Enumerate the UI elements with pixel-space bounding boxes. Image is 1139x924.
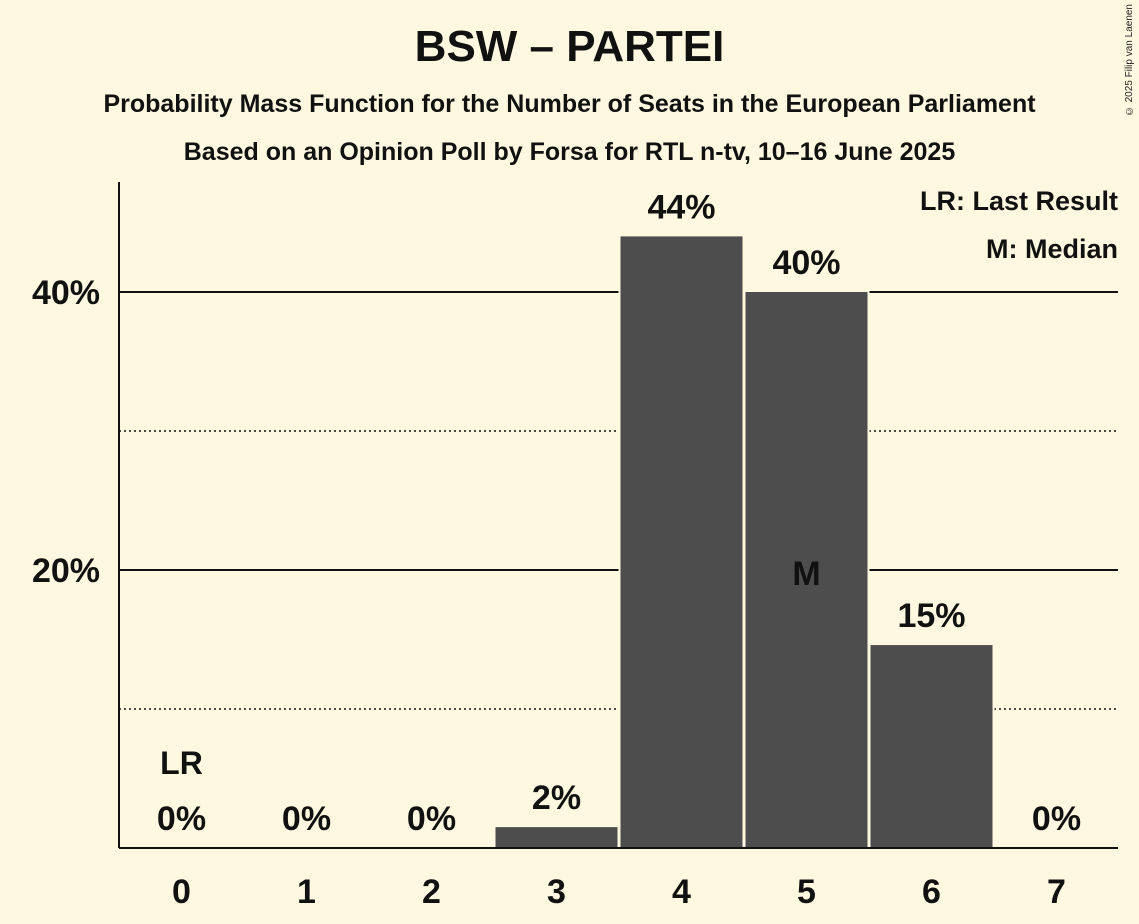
- x-tick-label: 4: [672, 873, 691, 911]
- data-label: 0%: [282, 800, 331, 838]
- data-label: 0%: [157, 800, 206, 838]
- chart-subtitle: Probability Mass Function for the Number…: [103, 90, 1036, 118]
- x-tick-label: 5: [797, 873, 816, 911]
- data-label: 15%: [897, 597, 965, 635]
- last-result-marker: LR: [160, 745, 203, 781]
- bar: [495, 827, 618, 848]
- bar: [870, 645, 993, 848]
- bar: [745, 292, 868, 848]
- legend-last-result: LR: Last Result: [920, 186, 1118, 216]
- legend-median: M: Median: [986, 234, 1118, 264]
- x-tick-label: 0: [172, 873, 191, 911]
- chart-source-line: Based on an Opinion Poll by Forsa for RT…: [183, 138, 956, 166]
- data-label: 44%: [647, 188, 715, 226]
- chart-title: BSW – PARTEI: [414, 22, 725, 71]
- x-tick-label: 3: [547, 873, 566, 911]
- x-tick-label: 7: [1047, 873, 1066, 911]
- x-tick-label: 2: [422, 873, 441, 911]
- y-tick-label: 40%: [32, 274, 100, 312]
- data-label: 40%: [772, 244, 840, 282]
- y-tick-label: 20%: [32, 552, 100, 590]
- data-label: 0%: [1032, 800, 1081, 838]
- data-label: 2%: [532, 779, 581, 817]
- x-tick-label: 1: [297, 873, 316, 911]
- x-tick-label: 6: [922, 873, 941, 911]
- data-label: 0%: [407, 800, 456, 838]
- bar: [620, 236, 743, 848]
- median-marker: M: [792, 555, 820, 593]
